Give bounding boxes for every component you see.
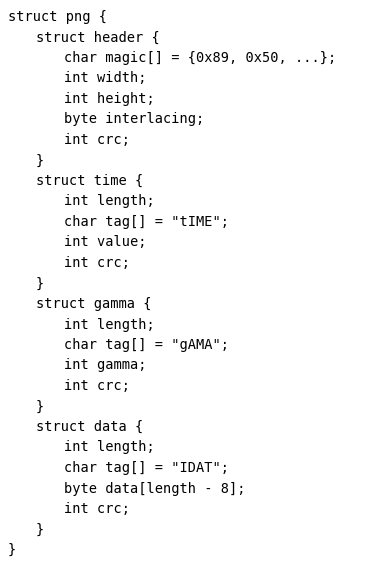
Text: char tag[] = "IDAT";: char tag[] = "IDAT"; xyxy=(64,461,229,475)
Text: }: } xyxy=(36,400,44,414)
Text: int crc;: int crc; xyxy=(64,379,130,393)
Text: int height;: int height; xyxy=(64,92,155,106)
Text: char magic[] = {0x89, 0x50, ...};: char magic[] = {0x89, 0x50, ...}; xyxy=(64,51,336,65)
Text: int length;: int length; xyxy=(64,441,155,455)
Text: struct png {: struct png { xyxy=(8,10,107,24)
Text: char tag[] = "gAMA";: char tag[] = "gAMA"; xyxy=(64,338,229,352)
Text: struct time {: struct time { xyxy=(36,174,143,188)
Text: int value;: int value; xyxy=(64,236,147,250)
Text: struct gamma {: struct gamma { xyxy=(36,297,151,311)
Text: byte data[length - 8];: byte data[length - 8]; xyxy=(64,482,245,496)
Text: struct header {: struct header { xyxy=(36,30,160,45)
Text: }: } xyxy=(36,154,44,168)
Text: byte interlacing;: byte interlacing; xyxy=(64,113,204,127)
Text: int gamma;: int gamma; xyxy=(64,359,147,373)
Text: char tag[] = "tIME";: char tag[] = "tIME"; xyxy=(64,215,229,229)
Text: }: } xyxy=(36,277,44,291)
Text: int crc;: int crc; xyxy=(64,256,130,270)
Text: int length;: int length; xyxy=(64,318,155,332)
Text: struct data {: struct data { xyxy=(36,420,143,434)
Text: int crc;: int crc; xyxy=(64,133,130,147)
Text: int width;: int width; xyxy=(64,71,147,86)
Text: }: } xyxy=(36,523,44,537)
Text: }: } xyxy=(8,543,16,557)
Text: int length;: int length; xyxy=(64,195,155,209)
Text: int crc;: int crc; xyxy=(64,502,130,516)
